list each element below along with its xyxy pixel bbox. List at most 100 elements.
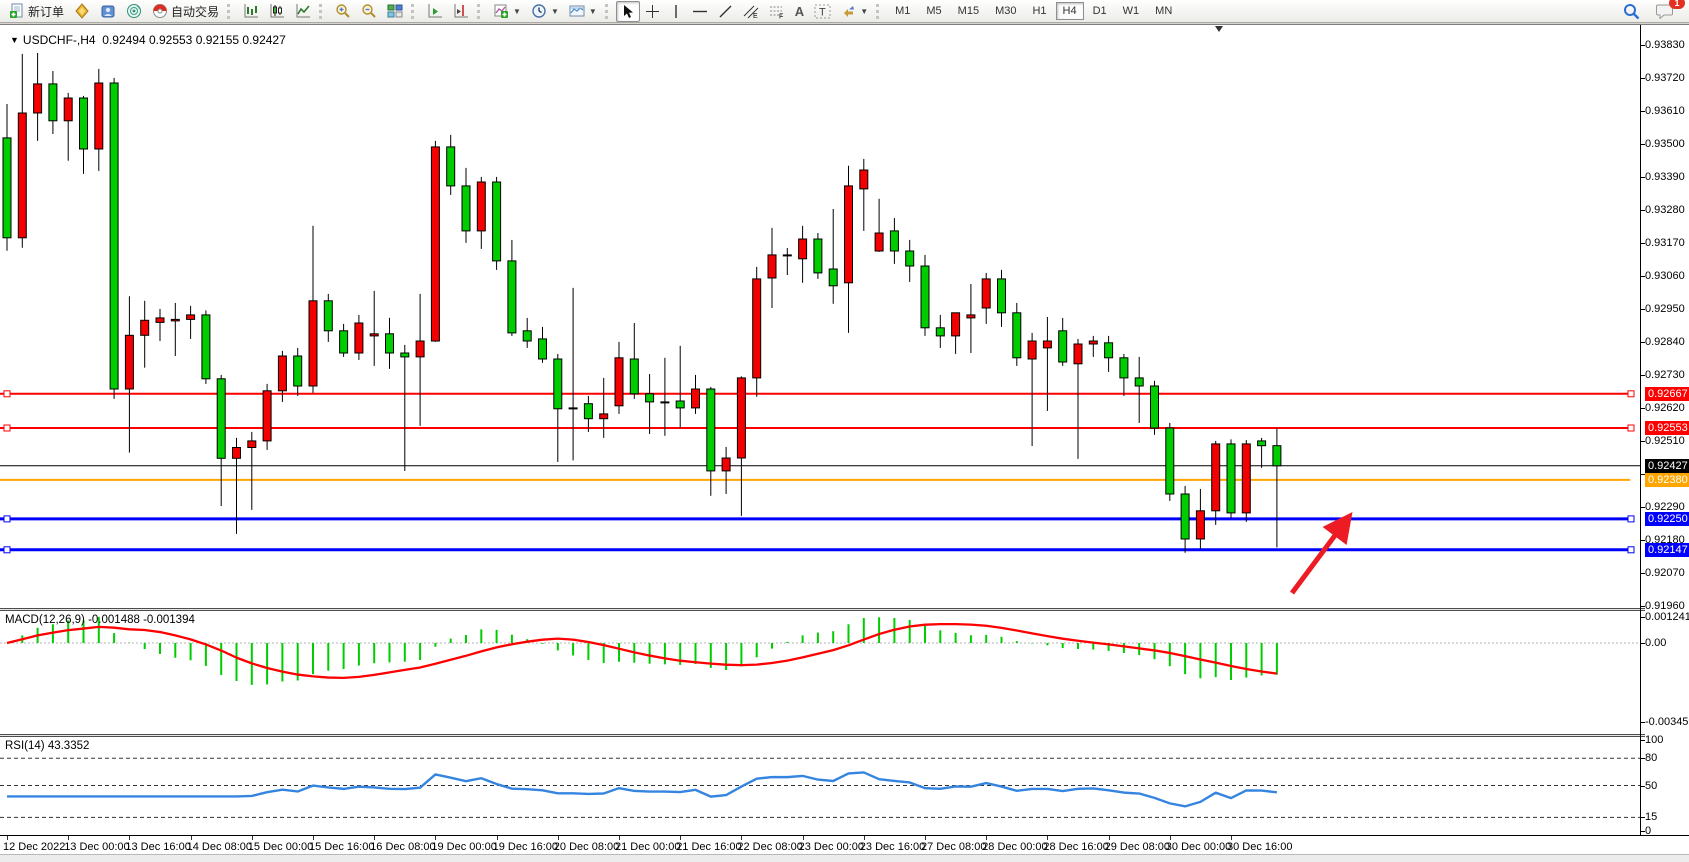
timeframe-button-H4[interactable]: H4 (1055, 2, 1084, 20)
line-chart-mode-button[interactable] (290, 1, 316, 22)
time-tick (68, 836, 70, 840)
template-icon (569, 3, 585, 19)
time-tick (190, 836, 192, 840)
time-label: 19 Dec 16:00 (492, 841, 559, 853)
main-toolbar: 新订单 自动交易 (0, 0, 1689, 23)
scroll-to-end-button[interactable] (422, 1, 448, 22)
text-label-tool-button[interactable]: T (809, 1, 836, 22)
timeframe-button-H1[interactable]: H1 (1032, 5, 1047, 17)
candles[interactable] (2, 53, 1282, 553)
price-tick (1641, 785, 1645, 787)
time-tick (435, 836, 437, 840)
notification-badge: 1 (1669, 0, 1685, 9)
price-line-label: 0.92147 (1645, 542, 1689, 557)
templates-button[interactable]: ▼ (564, 1, 602, 22)
price-axis[interactable]: 0.93830 0.93720 0.93610 0.93500 0.93390 0.932… (1645, 25, 1689, 857)
tile-windows-icon (387, 3, 403, 19)
price-line-label: 0.92553 (1645, 421, 1689, 435)
zoom-out-icon (361, 3, 377, 19)
svg-text:T: T (819, 6, 826, 18)
candle-chart-mode-button[interactable] (264, 1, 290, 22)
symbol-dropdown-icon[interactable]: ▼ (10, 35, 19, 45)
accounts-button[interactable] (95, 1, 121, 22)
price-tick-label: 0.93830 (1645, 38, 1685, 51)
dropdown-caret: ▼ (513, 6, 521, 16)
auto-trading-icon (152, 3, 168, 19)
macd-signal-line (6, 622, 1278, 680)
price-tick (1641, 817, 1645, 819)
price-tick (1641, 209, 1645, 211)
price-tick (1641, 722, 1645, 723)
price-tick-label: 0.92620 (1645, 401, 1685, 414)
timeframe-button-M30[interactable]: M30 (995, 5, 1017, 17)
price-tick (1641, 308, 1645, 310)
search-button[interactable] (1618, 1, 1645, 22)
horizontal-line-tool-button[interactable] (687, 1, 713, 22)
macd-chart-canvas[interactable] (0, 611, 1641, 734)
market-watch-button[interactable] (69, 1, 95, 22)
arrows-tool-button[interactable]: ▼ (836, 1, 873, 22)
macd-pane[interactable]: MACD(12,26,9) -0.001488 -0.001394 (0, 611, 1641, 734)
timeframe-group: M1 M5 M15 M30 H1 H4 D1 W1 MN (887, 2, 1180, 20)
price-tick-label: -0.003459 (1645, 716, 1689, 728)
channel-tool-button[interactable]: E (738, 1, 764, 22)
price-tick (1641, 506, 1645, 508)
timeframe-button-W1[interactable]: W1 (1122, 5, 1140, 17)
time-tick (496, 836, 498, 840)
rsi-label: RSI(14) 43.3352 (5, 740, 90, 752)
text-label-icon: T (814, 4, 831, 19)
crosshair-icon (645, 4, 660, 19)
price-tick (1641, 275, 1645, 277)
pane-separator[interactable] (0, 608, 1689, 611)
indicators-button[interactable]: ▼ (488, 1, 526, 22)
price-tick (1641, 605, 1645, 607)
bar-chart-mode-button[interactable] (238, 1, 264, 22)
time-axis[interactable]: 12 Dec 2022 13 Dec 00:00 13 Dec 16:00 14 De… (0, 835, 1689, 854)
price-tick (1641, 440, 1645, 442)
timeframe-button-M15[interactable]: M15 (957, 5, 980, 17)
cursor-tool-button[interactable] (615, 0, 640, 22)
periods-button[interactable]: ▼ (526, 1, 564, 22)
annotation-arrow[interactable] (1289, 511, 1353, 595)
pane-separator[interactable] (0, 734, 1689, 737)
timeframe-button-D1[interactable]: D1 (1092, 5, 1107, 17)
vertical-line-tool-button[interactable] (665, 1, 687, 22)
rsi-pane[interactable]: RSI(14) 43.3352 (0, 737, 1641, 835)
text-tool-button[interactable]: A (790, 1, 809, 22)
timeframe-button-M1[interactable]: M1 (895, 5, 911, 17)
time-label: 30 Dec 16:00 (1227, 841, 1293, 853)
zoom-in-icon (335, 3, 351, 19)
price-line-label: 0.92380 (1645, 472, 1689, 487)
price-tick (1641, 617, 1645, 618)
candlestick-chart-canvas[interactable] (0, 26, 1641, 608)
chart-shift-button[interactable] (448, 1, 474, 22)
time-label: 21 Dec 16:00 (676, 841, 742, 853)
notifications-button[interactable]: 1 (1651, 0, 1685, 22)
chart-window: ▼ USDCHF-,H4 0.92494 0.92553 0.92155 0.92… (0, 24, 1689, 862)
horizontal-line-icon (692, 4, 708, 19)
price-line-label: 0.92427 (1645, 458, 1689, 473)
rsi-chart-canvas[interactable] (0, 737, 1641, 835)
fibonacci-tool-button[interactable]: F (764, 1, 790, 22)
scroll-to-end-icon (427, 3, 443, 19)
add-indicator-icon (493, 3, 509, 19)
auto-trading-label: 自动交易 (171, 4, 220, 19)
chart-shift-marker (1215, 26, 1223, 32)
timeframe-button-MN[interactable]: MN (1155, 5, 1173, 17)
auto-trading-button[interactable]: 自动交易 (147, 1, 224, 22)
time-label: 21 Dec 00:00 (615, 841, 681, 853)
zoom-in-button[interactable] (330, 1, 356, 22)
price-tick-label: 0.92950 (1645, 302, 1685, 315)
toolbar-grip (876, 3, 884, 19)
trendline-tool-button[interactable] (713, 1, 738, 22)
time-tick (1169, 836, 1171, 840)
time-label: 30 Dec 00:00 (1165, 841, 1232, 853)
tile-windows-button[interactable] (382, 1, 408, 22)
crosshair-tool-button[interactable] (640, 1, 665, 22)
zoom-out-button[interactable] (356, 1, 382, 22)
new-order-button[interactable]: 新订单 (4, 1, 69, 22)
signals-button[interactable] (121, 1, 147, 22)
price-chart-pane[interactable]: ▼ USDCHF-,H4 0.92494 0.92553 0.92155 0.92… (0, 26, 1641, 608)
timeframe-button-M5[interactable]: M5 (926, 5, 942, 17)
time-label: 28 Dec 16:00 (1043, 841, 1109, 853)
